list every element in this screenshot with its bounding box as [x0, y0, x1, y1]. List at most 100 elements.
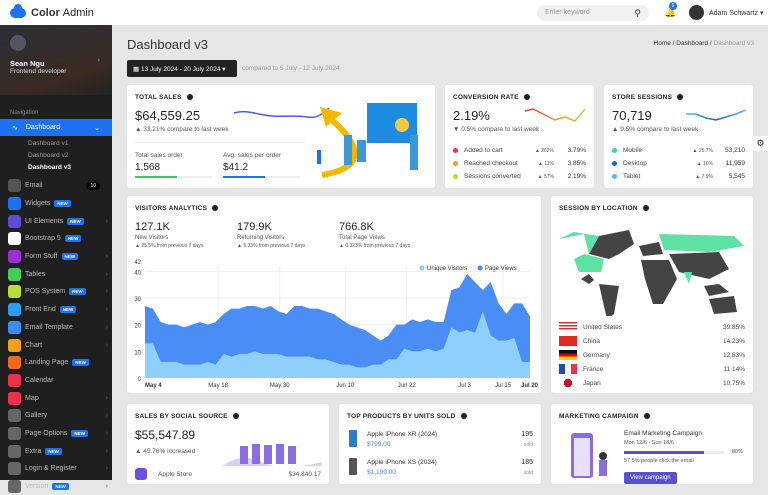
view-campaign-button[interactable]: View campaign: [624, 472, 677, 484]
sidebar-item[interactable]: Calendar: [0, 372, 112, 390]
sidebar-item[interactable]: Map ›: [0, 389, 112, 407]
chevron-right-icon: ›: [105, 412, 108, 420]
metric-value: 11,959: [725, 160, 745, 167]
profile[interactable]: Sean Ngu Frontend developer ›: [0, 25, 112, 95]
date-range-label: 13 July 2024 - 20 July 2024: [140, 66, 221, 73]
chevron-right-icon: ›: [97, 57, 100, 64]
sidebar-item[interactable]: Bootstrap 5 NEW: [0, 230, 112, 248]
info-icon[interactable]: [677, 94, 684, 100]
metric-row: Tablet ▲ 7.9% 5,545: [612, 173, 745, 180]
profile-name: Sean Ngu: [10, 59, 45, 68]
chevron-right-icon: ›: [105, 341, 108, 349]
sidebar-item[interactable]: Login & Register ›: [0, 460, 112, 478]
country-pct: 39.85%: [722, 323, 745, 331]
logo[interactable]: Color Admin: [10, 3, 94, 19]
stat-value: 127.1K: [135, 221, 170, 233]
menu-icon: [8, 320, 21, 334]
sidebar-item-label: UI Elements: [25, 217, 64, 225]
product-row[interactable]: Apple iPhone XS (2024) $1,199.00 185 sold: [347, 457, 533, 479]
sidebar-item[interactable]: Email Template ›: [0, 319, 112, 337]
breadcrumb-home[interactable]: Home: [653, 40, 671, 47]
legend-label: Page Views: [485, 266, 517, 272]
new-badge: NEW: [59, 306, 77, 314]
chevron-right-icon: ›: [105, 429, 108, 437]
sidebar-item-label: Dashboard: [25, 124, 61, 131]
conversion-change: ▼ 0.5% compare to last week: [453, 126, 540, 133]
sidebar-item-dashboard[interactable]: ∿ Dashboard ⌄: [0, 119, 112, 136]
user-menu[interactable]: Adam Schwartz ▾: [709, 10, 764, 17]
dot-icon: [453, 161, 458, 166]
sidebar-item[interactable]: Email 10: [0, 177, 112, 195]
source-name: Apple Store: [158, 471, 192, 478]
units-label: sold: [523, 442, 533, 448]
sidebar-item[interactable]: Front End NEW ›: [0, 301, 112, 319]
sidebar-item[interactable]: UI Elements NEW ›: [0, 212, 112, 230]
country-name: Germany: [583, 351, 610, 359]
sidebar-item[interactable]: Version NEW ›: [0, 478, 112, 495]
sidebar-item-label: Map: [25, 394, 39, 402]
search-input[interactable]: Enter keyword ⚲: [537, 5, 649, 21]
chevron-right-icon: ›: [105, 270, 108, 278]
sidebar-item-label: Email: [25, 182, 43, 190]
info-icon[interactable]: [232, 413, 239, 419]
product-price: $799.00: [367, 441, 391, 448]
stat-change: ▲ 5.33% from previous 7 days: [237, 243, 306, 249]
sidebar-sub-dashboard-v1[interactable]: Dashboard v1: [28, 140, 69, 147]
sidebar-sub-dashboard-v3[interactable]: Dashboard v3: [28, 164, 71, 171]
info-icon[interactable]: [186, 94, 193, 100]
visitor-stat: 127.1K New Visitors ▲ 25.5% from previous …: [135, 221, 203, 249]
date-range-button[interactable]: ▦ 13 July 2024 - 20 July 2024 ▾: [127, 60, 237, 77]
campaign-name: Email Marketing Campaign: [624, 430, 703, 437]
flag-icon: [559, 364, 577, 374]
chevron-right-icon: ›: [105, 217, 108, 225]
units-label: sold: [523, 470, 533, 476]
product-name: Apple iPhone XS (2024): [367, 459, 437, 466]
search-icon[interactable]: ⚲: [634, 8, 641, 18]
sidebar-item[interactable]: Widgets NEW: [0, 195, 112, 213]
dot-icon: [612, 174, 617, 179]
sidebar-item[interactable]: Extra NEW ›: [0, 442, 112, 460]
page-title: Dashboard v3: [127, 37, 208, 52]
info-icon[interactable]: [642, 205, 649, 211]
info-icon[interactable]: [460, 413, 467, 419]
sidebar-item[interactable]: Landing Page NEW: [0, 354, 112, 372]
menu-icon: [8, 267, 21, 281]
new-badge: NEW: [61, 253, 79, 261]
sidebar-item[interactable]: Form Stuff NEW ›: [0, 248, 112, 266]
sidebar-item[interactable]: Gallery ›: [0, 407, 112, 425]
sidebar-item[interactable]: Chart ›: [0, 336, 112, 354]
social-value: $55,547.89: [135, 428, 196, 442]
sidebar-item-label: Front End: [25, 306, 56, 314]
sidebar-item[interactable]: Page Options NEW ›: [0, 425, 112, 443]
x-tick-label: Jun 22: [398, 383, 417, 389]
country-pct: 10.75%: [722, 379, 745, 387]
avatar[interactable]: [689, 5, 704, 20]
menu-icon: [8, 480, 21, 494]
phone-icon: [349, 430, 357, 447]
card-title: SALES BY SOCIAL SOURCE: [135, 413, 239, 420]
info-icon[interactable]: [211, 205, 218, 211]
country-pct: 14.23%: [722, 337, 745, 345]
legend-label: Unique Visitors: [427, 266, 467, 272]
profile-avatar: [10, 35, 26, 51]
info-icon[interactable]: [523, 94, 530, 100]
chevron-right-icon: ›: [105, 447, 108, 455]
sidebar-item[interactable]: POS System NEW ›: [0, 283, 112, 301]
info-icon[interactable]: [643, 413, 650, 419]
chevron-right-icon: ›: [105, 323, 108, 331]
menu-icon: [8, 373, 21, 387]
legend-marker: [419, 265, 425, 271]
gear-icon[interactable]: ⚙: [753, 136, 768, 151]
sidebar-item-label: Calendar: [25, 376, 54, 384]
growth-illustration: [317, 103, 418, 178]
sidebar-sub-dashboard-v2[interactable]: Dashboard v2: [28, 152, 69, 159]
bell-icon[interactable]: 🔔 5: [664, 2, 677, 18]
people-illustration: [222, 444, 322, 466]
campaign-dates: Mon 12/6 - Sun 18/6: [624, 440, 674, 446]
product-name: Apple iPhone XR (2024): [367, 431, 438, 438]
breadcrumb-dashboard[interactable]: Dashboard: [676, 40, 709, 47]
product-row[interactable]: Apple iPhone XR (2024) $799.00 195 sold: [347, 429, 533, 451]
x-tick-label: May 18: [208, 383, 228, 389]
country-row: France 11.14%: [559, 364, 745, 374]
sidebar-item[interactable]: Tables ›: [0, 265, 112, 283]
